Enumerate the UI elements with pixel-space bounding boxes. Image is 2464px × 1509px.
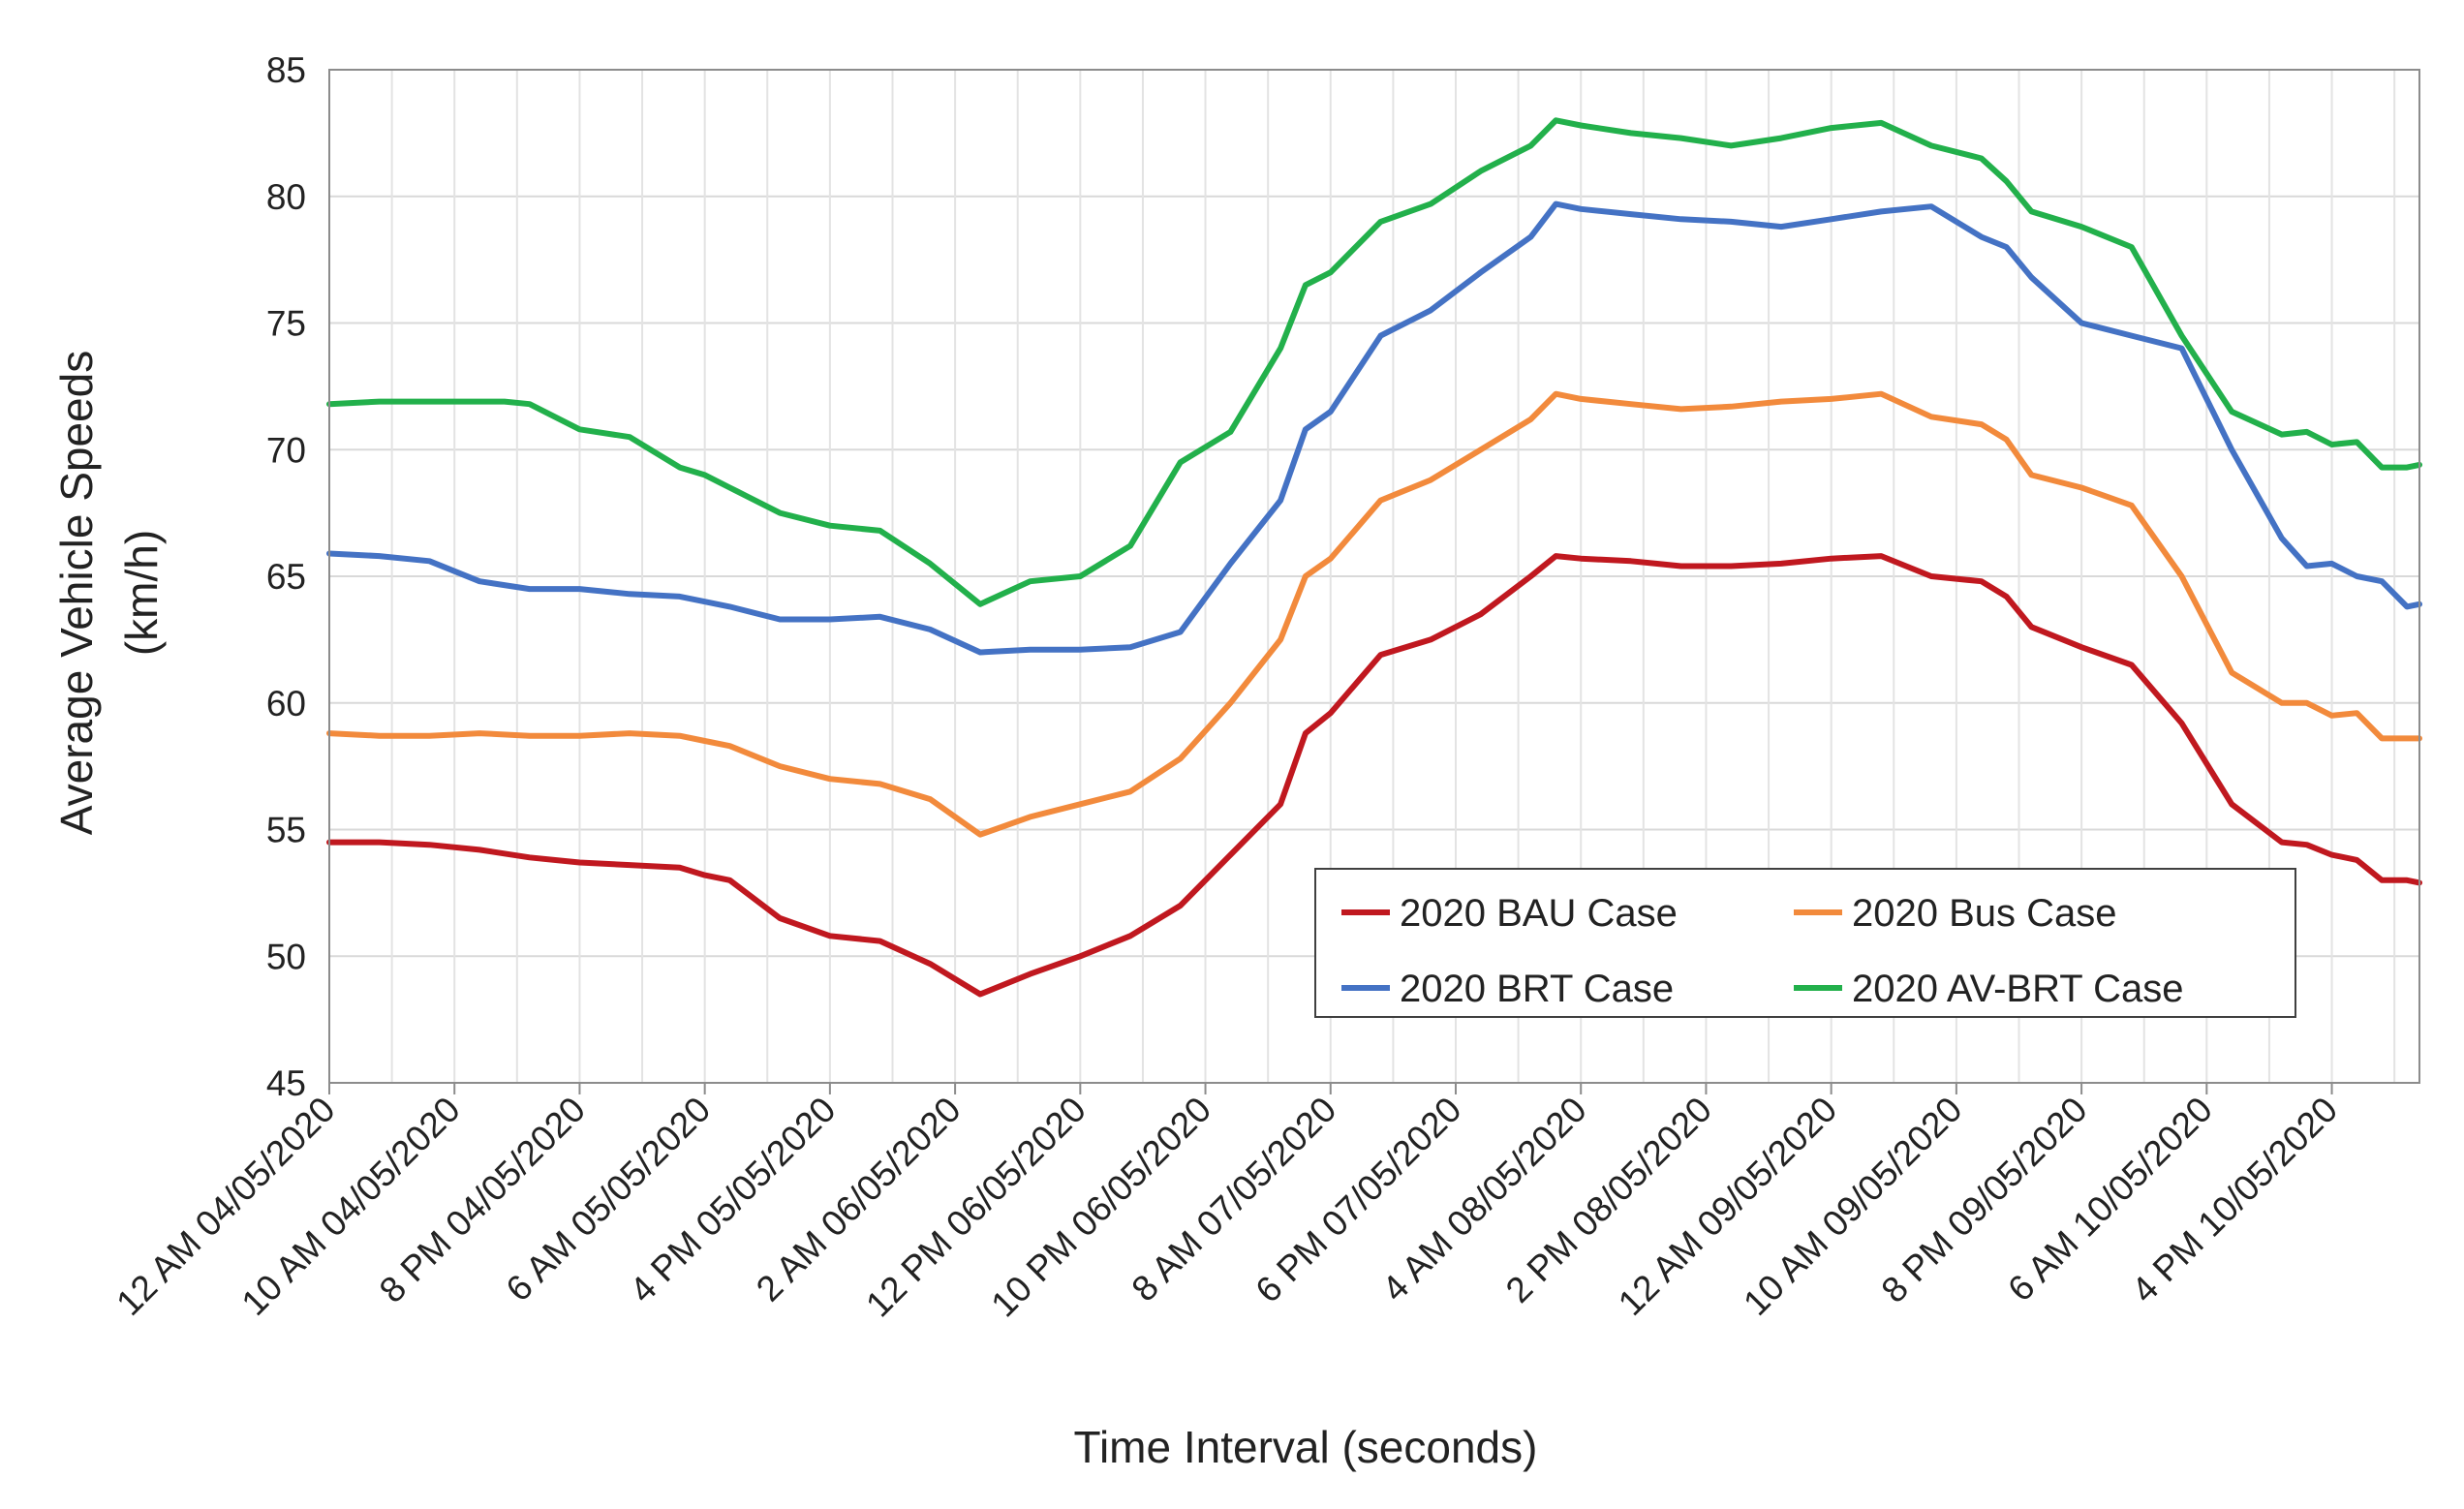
y-axis-unit: (km/h): [116, 530, 167, 656]
y-tick-label: 85: [266, 50, 306, 90]
legend: 2020 BAU Case 2020 Bus Case 2020 BRT Case 2…: [1314, 868, 2296, 1018]
series-line-2020-bus-case: [326, 390, 2422, 838]
y-axis-title: Average Vehicle Speeds: [51, 351, 102, 835]
legend-label: 2020 BRT Case: [1400, 968, 1674, 1010]
series-line-2020-av-brt-case: [326, 117, 2422, 607]
y-tick-label: 50: [266, 937, 306, 976]
legend-box: [1314, 868, 2296, 1018]
y-tick-label: 70: [266, 430, 306, 470]
y-tick-label: 65: [266, 557, 306, 597]
y-tick-label: 45: [266, 1063, 306, 1103]
y-tick-label: 55: [266, 811, 306, 850]
y-tick-label: 60: [266, 684, 306, 724]
legend-label: 2020 Bus Case: [1852, 892, 2117, 935]
legend-label: 2020 BAU Case: [1400, 892, 1678, 935]
series-line-2020-brt-case: [326, 200, 2422, 656]
y-tick-label: 75: [266, 304, 306, 344]
series-line-2020-bau-case: [326, 553, 2422, 998]
series-lines: [326, 117, 2422, 998]
y-tick-label: 80: [266, 177, 306, 217]
x-axis-title: Time Interval (seconds): [1074, 1422, 1538, 1472]
plot-area-frame: [328, 69, 2420, 1084]
legend-label: 2020 AV-BRT Case: [1852, 968, 2183, 1010]
y-tick-labels: 45 50 55 60 65 70 75 80 85: [266, 50, 306, 1103]
